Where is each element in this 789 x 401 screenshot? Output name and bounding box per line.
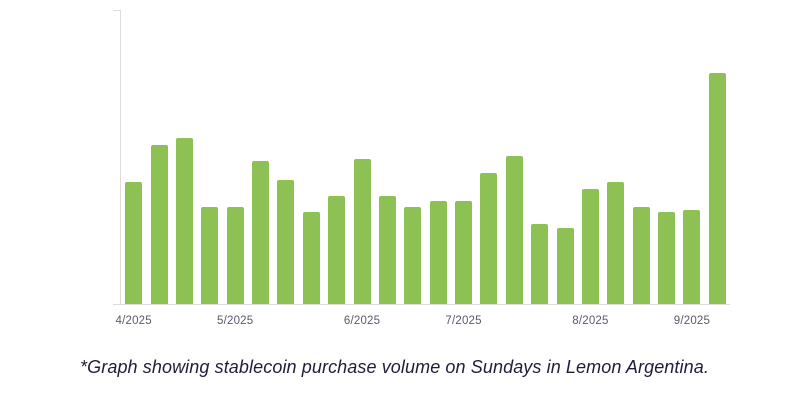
- chart-caption: *Graph showing stablecoin purchase volum…: [80, 357, 709, 377]
- bar: [353, 158, 371, 305]
- bar-slot: [705, 10, 730, 305]
- bar-slot: 8/2025: [572, 10, 608, 327]
- bar-slot: [426, 10, 451, 305]
- bar-slot: 4/2025: [116, 10, 152, 327]
- bar-chart: 4/2025 5/2025 6/2025 7/2025 8/2025 9/2025: [113, 10, 730, 327]
- bar-slot: [299, 10, 324, 305]
- bar-slot: [629, 10, 654, 305]
- y-axis-top-tick: [113, 10, 120, 11]
- bar: [201, 207, 219, 305]
- bar: [125, 181, 143, 305]
- bar: [455, 200, 473, 305]
- bar: [378, 195, 396, 305]
- bar-slot: 7/2025: [445, 10, 482, 327]
- bars: 4/2025 5/2025 6/2025 7/2025 8/2025 9/2025: [116, 10, 730, 327]
- bar-slot: 6/2025: [344, 10, 380, 327]
- bar-slot: [476, 10, 501, 305]
- bar-slot: [603, 10, 628, 305]
- bar-slot: 5/2025: [217, 10, 253, 327]
- bar: [683, 209, 701, 305]
- bar-slot: [172, 10, 197, 305]
- bar: [328, 195, 346, 305]
- bar-slot: [248, 10, 273, 305]
- bar: [429, 200, 447, 305]
- bar: [556, 228, 574, 305]
- bar-slot: 9/2025: [674, 10, 710, 327]
- bar-slot: [654, 10, 679, 305]
- bar: [505, 156, 523, 305]
- x-tick-label: 6/2025: [343, 315, 381, 327]
- x-tick-label: 4/2025: [115, 315, 152, 327]
- bar: [658, 212, 676, 305]
- bar: [252, 161, 270, 305]
- bar-slot: [197, 10, 222, 305]
- bar-slot: [146, 10, 171, 305]
- x-tick-label: 5/2025: [217, 315, 254, 327]
- bar: [277, 179, 295, 305]
- bar: [708, 72, 726, 305]
- bar-slot: [552, 10, 577, 305]
- x-tick-label: 8/2025: [572, 315, 609, 327]
- bar-slot: [502, 10, 527, 305]
- bar-slot: [375, 10, 400, 305]
- bar: [607, 181, 625, 305]
- bar-slot: [400, 10, 425, 305]
- y-axis-line: [120, 10, 121, 305]
- x-tick-label: 9/2025: [673, 315, 711, 327]
- bar: [632, 207, 650, 305]
- bar: [150, 144, 168, 305]
- bar: [175, 137, 193, 305]
- bar-slot: [527, 10, 552, 305]
- bar: [480, 172, 498, 305]
- x-tick-label: 7/2025: [445, 315, 482, 327]
- bar: [531, 223, 549, 305]
- bar: [302, 212, 320, 305]
- x-axis-line: [113, 304, 730, 305]
- bar: [226, 207, 244, 305]
- bar: [404, 207, 422, 305]
- bar: [581, 188, 599, 305]
- bar-slot: [273, 10, 298, 305]
- bar-slot: [324, 10, 349, 305]
